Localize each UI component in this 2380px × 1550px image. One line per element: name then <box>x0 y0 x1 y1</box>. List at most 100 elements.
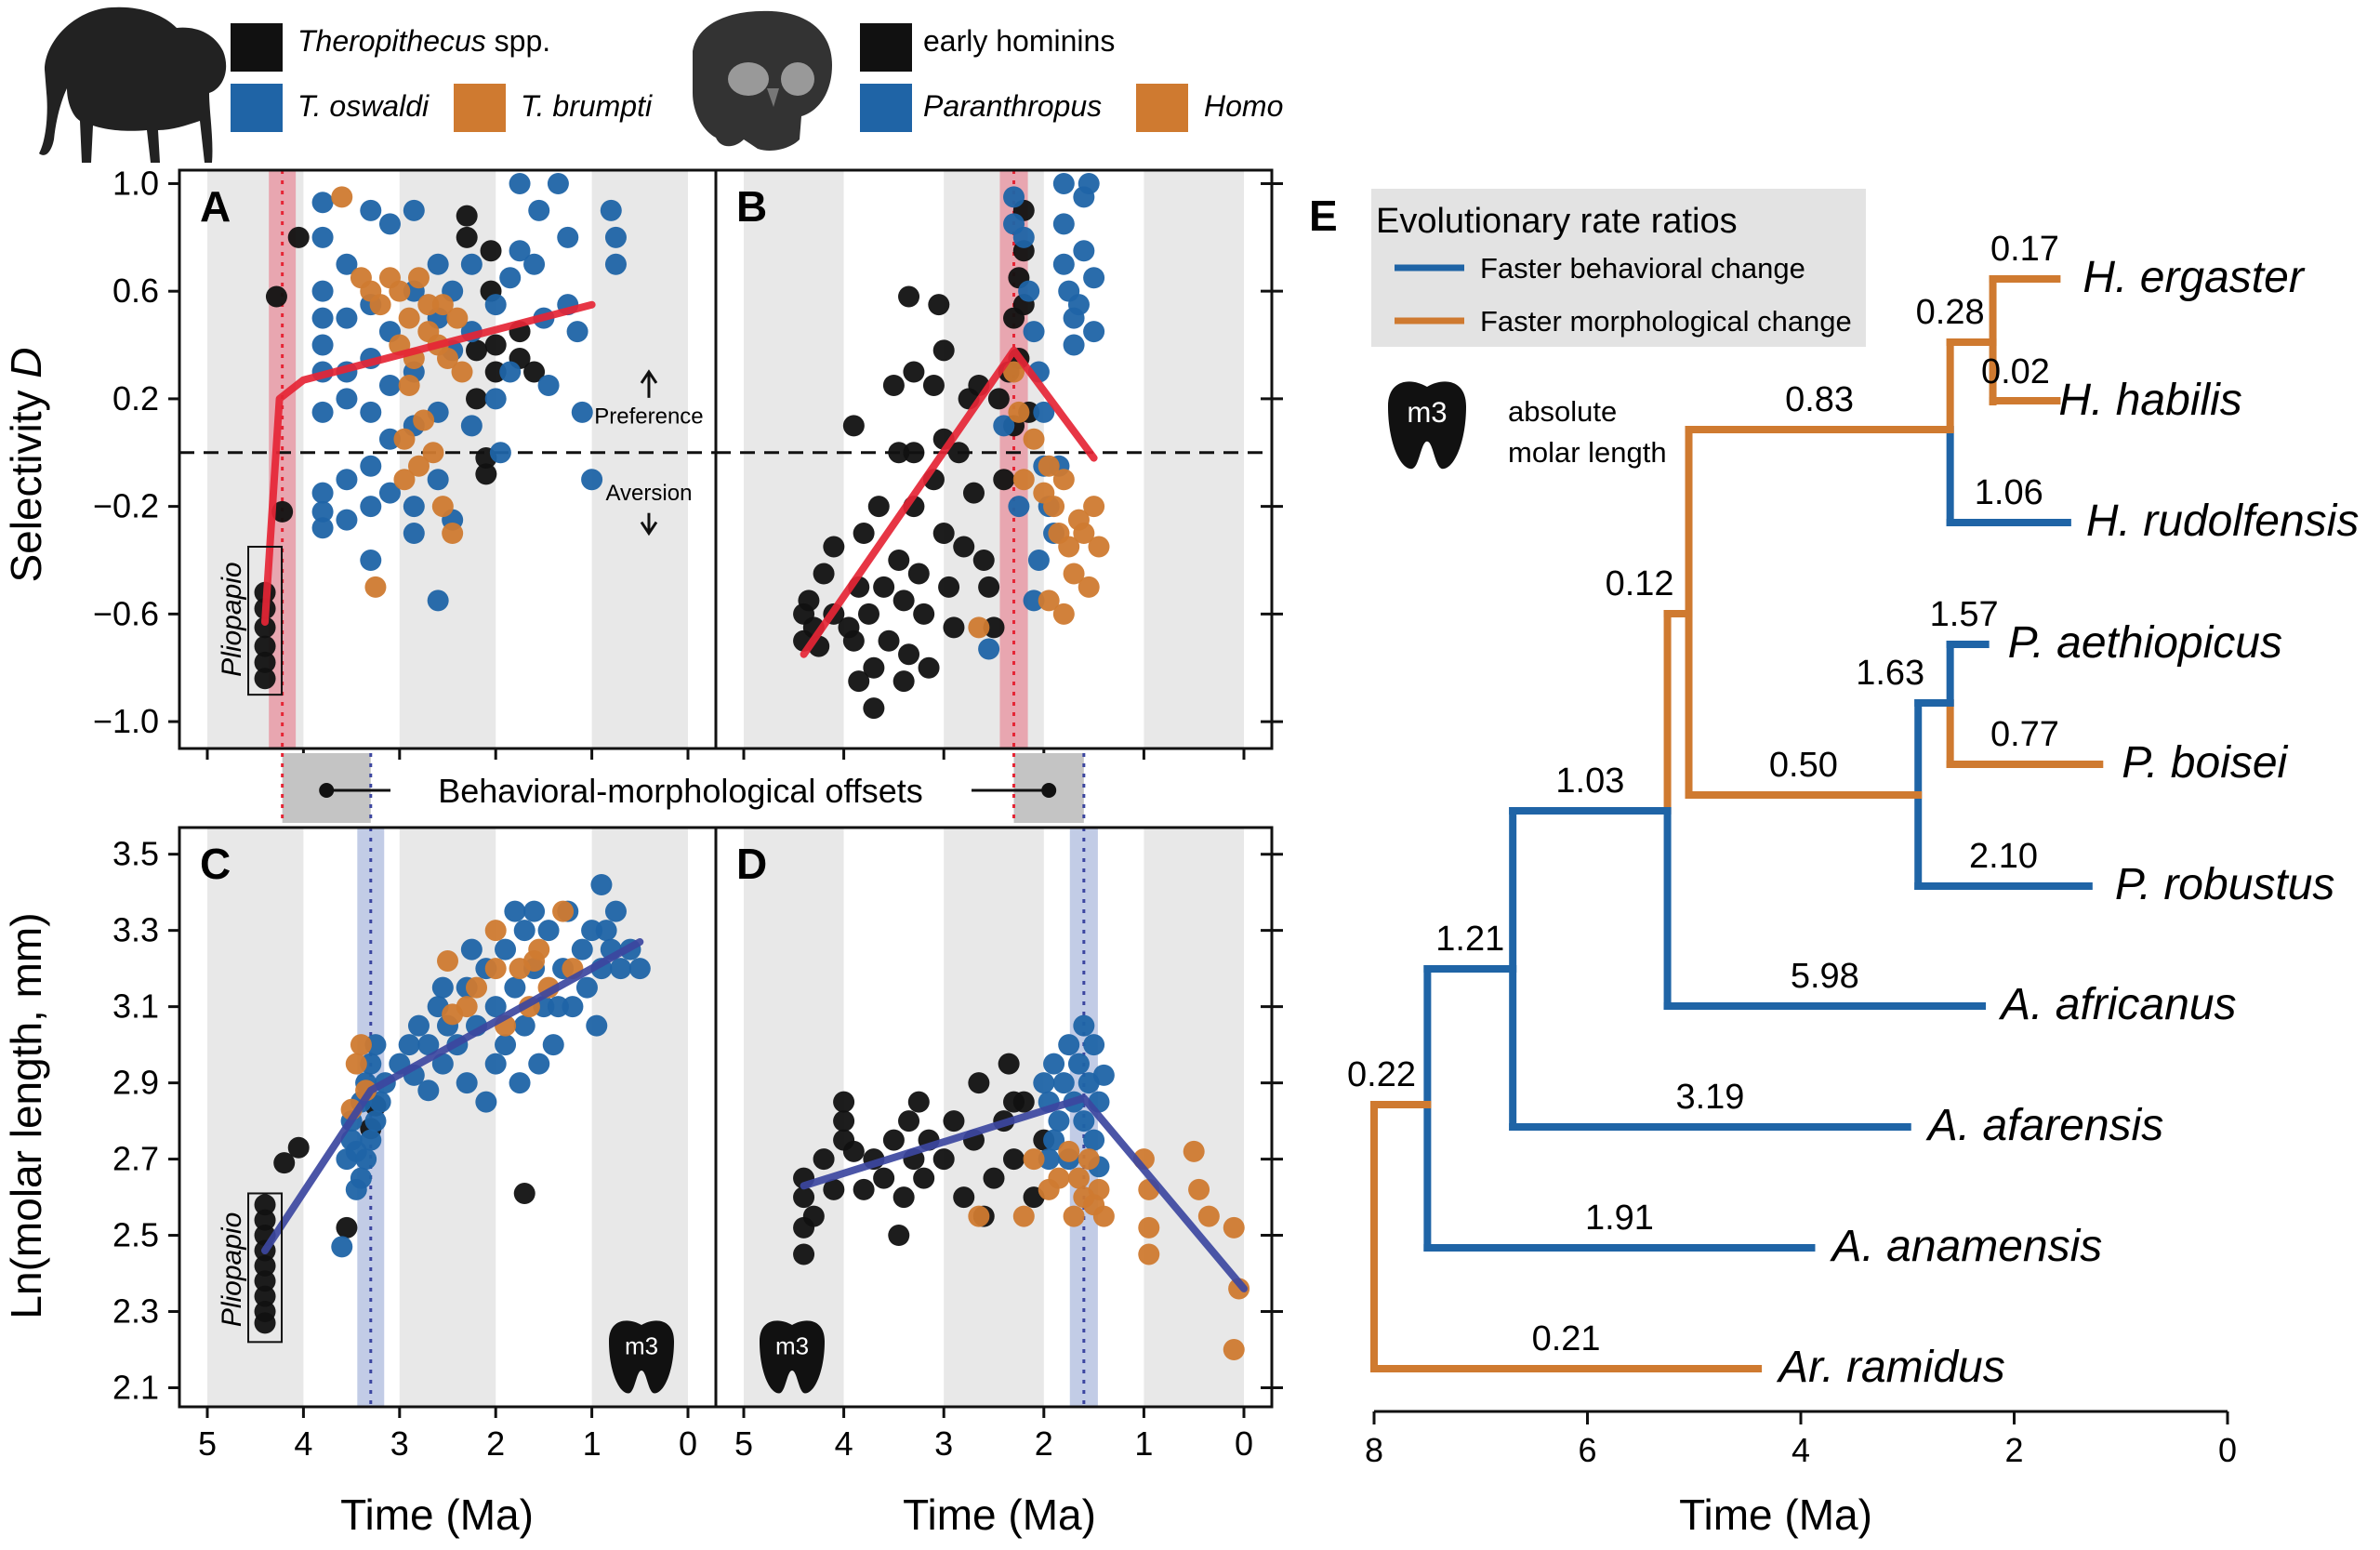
point-orange-13 <box>1078 576 1100 598</box>
point-orange-12 <box>1073 523 1095 545</box>
point-blue-3 <box>1048 1110 1070 1133</box>
point-black-37 <box>953 536 975 558</box>
point-blue-21 <box>1083 321 1105 343</box>
point-blue-52 <box>523 253 546 275</box>
panel-e-tree: 8 6 4 2 0 E Evolutionary rate ratios Faster beh… <box>1309 189 2359 1469</box>
point-black-41 <box>978 576 1000 598</box>
point-blue-21 <box>360 496 382 518</box>
point-blue-37 <box>427 469 449 491</box>
taxon-h-ergaster: H. ergaster <box>2082 253 2305 302</box>
point-blue-0 <box>1003 186 1025 208</box>
point-black-33 <box>932 523 955 545</box>
point-black-40 <box>972 549 995 571</box>
tooth-label: m3 <box>625 1332 658 1360</box>
point-orange-3 <box>1023 428 1045 450</box>
x-tick-label: 2 <box>1035 1424 1053 1463</box>
taxon-h-rudolfensis: H. rudolfensis <box>2086 497 2359 546</box>
point-orange-21 <box>431 496 454 518</box>
point-blue-6 <box>1033 401 1055 423</box>
tree-x-tick-label: 4 <box>1792 1431 1810 1469</box>
point-blue-22 <box>1027 549 1050 571</box>
point-blue-52 <box>590 873 613 895</box>
point-blue-56 <box>610 958 632 980</box>
point-orange-7 <box>466 976 488 999</box>
point-black-18 <box>913 1167 935 1189</box>
point-orange-19 <box>1223 1216 1245 1239</box>
point-blue-23 <box>431 1053 454 1075</box>
point-black-21 <box>943 1110 965 1133</box>
point-blue-35 <box>504 976 526 999</box>
point-blue-2 <box>311 280 334 302</box>
rate-internal-0: 0.28 <box>1916 293 1985 332</box>
point-blue-48 <box>575 976 598 999</box>
point-blue-43 <box>542 1034 564 1056</box>
y-tick-label: 2.3 <box>112 1292 159 1331</box>
point-blue-15 <box>1063 334 1085 356</box>
point-orange-17 <box>1038 590 1060 612</box>
point-black-9 <box>456 205 478 227</box>
point-black-31 <box>932 339 955 362</box>
point-orange-1 <box>1008 401 1030 423</box>
point-blue-59 <box>504 900 526 922</box>
point-blue-19 <box>1078 172 1100 194</box>
point-blue-4 <box>1023 321 1045 343</box>
point-black-10 <box>853 1178 875 1200</box>
point-orange-16 <box>484 920 507 942</box>
point-orange-17 <box>1188 1178 1210 1200</box>
trend-line <box>800 346 1098 658</box>
point-blue-2 <box>1012 226 1035 248</box>
trend-line <box>261 300 596 626</box>
panel-label: B <box>736 182 767 231</box>
point-blue-19 <box>407 1014 430 1037</box>
aversion-label: Aversion <box>605 481 692 506</box>
point-black-4 <box>254 1254 276 1277</box>
panel-d: D 5 4 3 2 1 0 m3 <box>714 826 1283 1463</box>
tree-x-tick-label: 2 <box>2004 1431 2023 1469</box>
preference-label: Preference <box>594 404 703 430</box>
point-orange-10 <box>1092 1205 1115 1227</box>
point-black-34 <box>842 1140 865 1162</box>
panel-c: C 3.5 3.3 3.1 2.9 2.7 2.5 2.3 2.1 5 4 3 2 1 0 Pliopapio… <box>112 826 718 1463</box>
panel-frame <box>714 826 1274 1409</box>
point-black-2 <box>793 1186 815 1209</box>
taxon-p-robustus: P. robustus <box>2115 860 2335 909</box>
rate-legend-title: Evolutionary rate ratios <box>1376 202 1738 241</box>
point-black-30 <box>928 294 950 316</box>
point-black-8 <box>842 629 865 652</box>
rate-p-boisei: 0.77 <box>1990 715 2059 754</box>
point-black-15 <box>878 629 900 652</box>
y-tick-label: 0.2 <box>112 379 159 417</box>
x-axis-label-d: Time (Ma) <box>903 1490 1096 1539</box>
point-orange-24 <box>398 374 420 396</box>
point-blue-12 <box>1052 253 1075 275</box>
x-tick-label: 4 <box>835 1424 853 1463</box>
point-black-12 <box>863 656 885 679</box>
x-tick-label: 2 <box>486 1424 505 1463</box>
rate-p-robustus: 2.10 <box>1969 837 2038 876</box>
point-blue-34 <box>495 1034 517 1056</box>
point-blue-7 <box>311 482 334 504</box>
point-black-6 <box>823 1178 845 1200</box>
point-blue-6 <box>350 1167 372 1189</box>
point-black-57 <box>842 415 865 437</box>
hominin-skull-icon <box>693 10 832 151</box>
point-blue-46 <box>484 388 507 410</box>
point-blue-14 <box>369 1091 391 1113</box>
point-orange-0 <box>1023 1148 1045 1171</box>
point-black-14 <box>892 1186 915 1209</box>
pliopapio-box <box>247 546 284 696</box>
point-black-10 <box>456 226 478 248</box>
point-black-44 <box>993 469 1015 491</box>
point-black-42 <box>983 616 1005 639</box>
point-orange-2 <box>1012 469 1035 491</box>
point-orange-5 <box>389 280 411 302</box>
point-blue-17 <box>398 1034 420 1056</box>
point-orange-20 <box>422 442 444 464</box>
point-orange-22 <box>442 523 464 545</box>
point-blue-0 <box>331 1236 353 1258</box>
point-black-11 <box>480 240 502 262</box>
y-tick-label: 0.6 <box>112 272 159 310</box>
point-blue-15 <box>336 509 358 531</box>
point-orange-23 <box>364 576 387 598</box>
point-blue-51 <box>509 240 531 262</box>
